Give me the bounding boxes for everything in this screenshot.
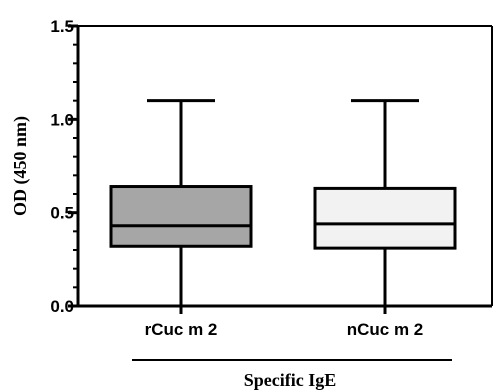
y-tick-label: 1.5: [50, 17, 74, 36]
y-axis-title: OD (450 nm): [10, 116, 31, 216]
iqr-box: [109, 185, 253, 248]
y-axis-ticks: 0.0 0.5 1.0 1.5: [50, 17, 78, 316]
x-category-label: nCuc m 2: [347, 320, 424, 339]
iqr-box: [313, 186, 457, 250]
box-2: [313, 99, 457, 306]
box-1: [109, 99, 253, 306]
x-category-labels: rCuc m 2 nCuc m 2: [145, 306, 424, 339]
y-tick-label: 0.0: [50, 297, 74, 316]
x-axis-title: Specific IgE: [244, 370, 337, 390]
plot-frame: [76, 25, 493, 308]
y-tick-label: 1.0: [50, 110, 74, 129]
boxes: [109, 99, 457, 306]
y-tick-label: 0.5: [50, 204, 74, 223]
x-category-label: rCuc m 2: [145, 320, 218, 339]
